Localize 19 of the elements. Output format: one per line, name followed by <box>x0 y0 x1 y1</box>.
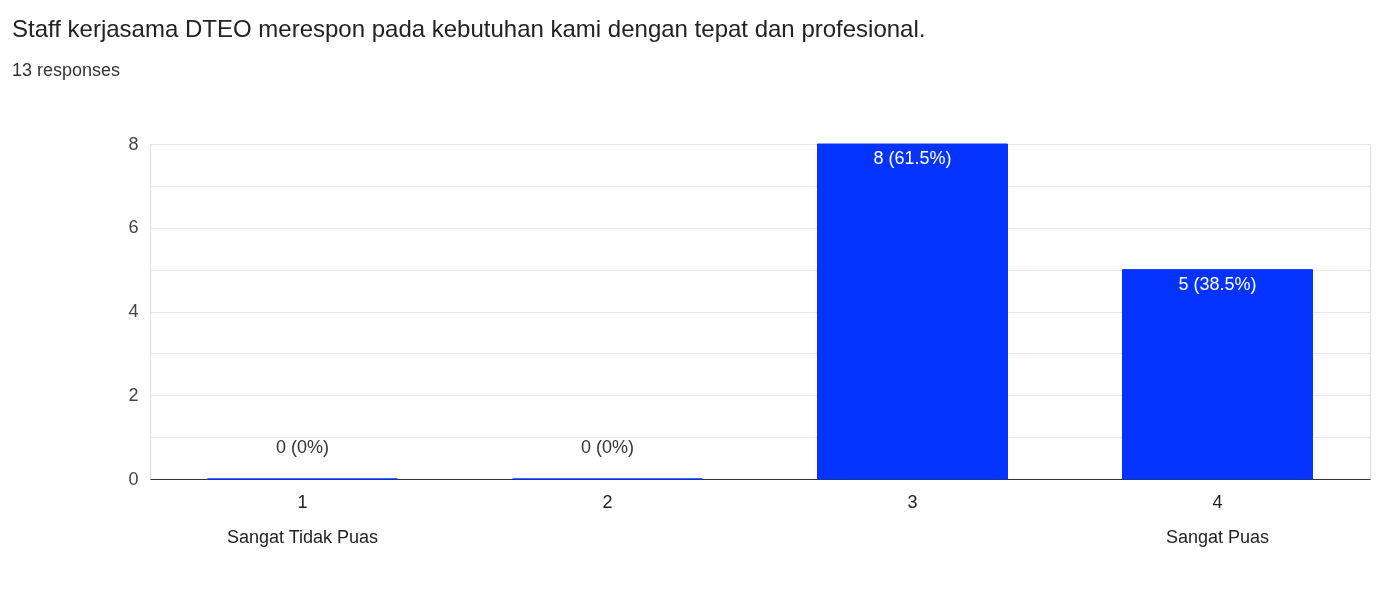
data-label: 0 (0%) <box>275 437 330 457</box>
x-tick-label: 3 <box>907 491 918 512</box>
y-tick-label: 2 <box>128 384 139 405</box>
chart-subtitle: 13 responses <box>12 60 121 80</box>
x-tick-label: 1 <box>297 491 308 512</box>
text: Sangat Puas <box>1165 527 1270 547</box>
bar <box>817 143 1008 480</box>
x-tick-label: 4 <box>1212 491 1223 512</box>
data-label: 5 (38.5%) <box>1178 273 1257 294</box>
chart-title: Staff kerjasama DTEO merespon pada kebutuhan kami dengan tepat dan profesional. <box>12 15 926 42</box>
data-label: 0 (0%) <box>580 437 635 457</box>
data-label: 8 (61.5%) <box>873 148 952 168</box>
y-tick-label: 6 <box>128 217 139 238</box>
y-tick-label: 8 <box>128 133 139 154</box>
text: Sangat Tidak Puas <box>226 527 379 547</box>
x-tick-label: 2 <box>602 491 613 512</box>
y-tick-label: 4 <box>128 301 139 321</box>
bar <box>1122 269 1313 480</box>
y-tick-label: 0 <box>128 468 139 489</box>
